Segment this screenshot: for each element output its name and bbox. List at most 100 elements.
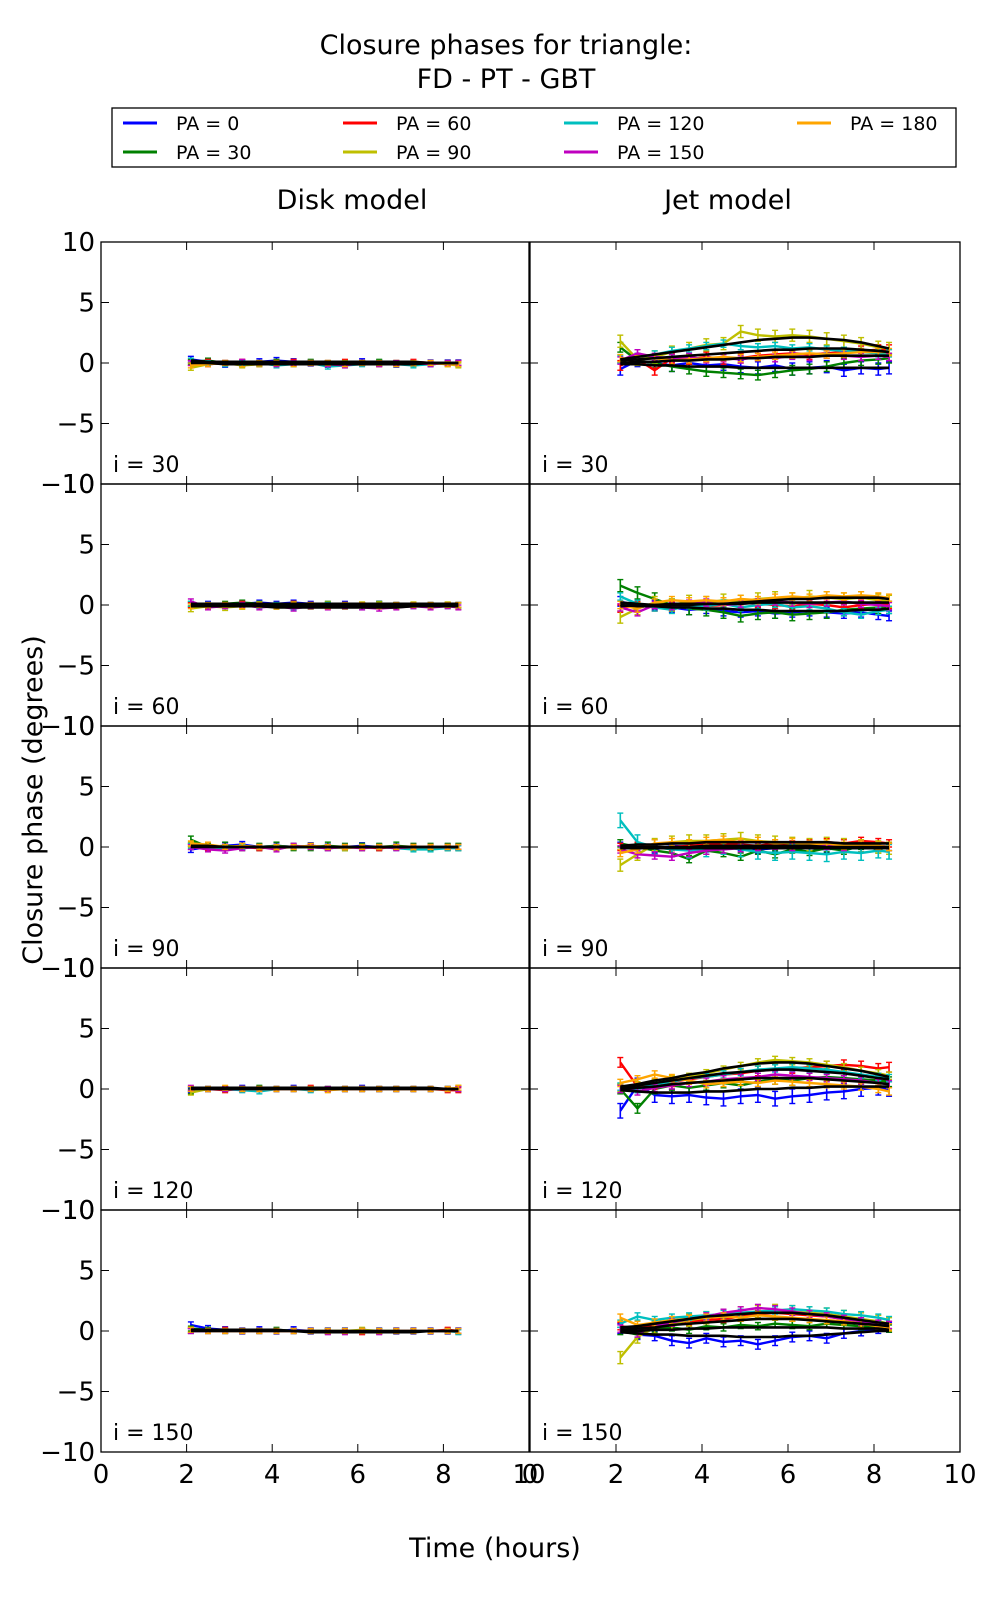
y-tick-label: 5 — [78, 1015, 95, 1045]
model-curve — [620, 1317, 890, 1332]
y-tick-label: −5 — [57, 1136, 95, 1166]
y-tick-label: −10 — [40, 470, 95, 500]
model-curve — [620, 840, 889, 848]
plot-area — [617, 812, 893, 872]
y-tick-label: 0 — [78, 591, 95, 621]
y-tick-label: 0 — [78, 833, 95, 863]
y-tick-label: −5 — [57, 652, 95, 682]
plot-area — [187, 835, 462, 854]
y-tick-label: 5 — [78, 1257, 95, 1287]
inclination-label: i = 120 — [542, 1179, 623, 1204]
y-tick-label: 5 — [78, 531, 95, 561]
y-tick-label: 0 — [78, 1317, 95, 1347]
model-curve — [620, 1329, 889, 1339]
y-tick-label: 10 — [62, 228, 95, 258]
panel-frame — [529, 1209, 961, 1453]
legend: PA = 0 PA = 30 PA = 60 PA = 90 PA = 120 PA = … — [111, 107, 957, 168]
legend-label: PA = 180 — [850, 113, 938, 135]
chart-title-line1: Closure phases for triangle: — [320, 30, 693, 61]
y-tick-label: −10 — [40, 712, 95, 742]
inclination-label: i = 90 — [113, 937, 180, 962]
x-tick-label: 4 — [264, 1460, 281, 1490]
model-curve — [190, 604, 459, 609]
y-tick-label: −10 — [40, 954, 95, 984]
legend-label: PA = 150 — [617, 142, 705, 164]
legend-label: PA = 90 — [396, 142, 471, 164]
panel-disk-i90: i = 90 −10 −5 0 5 10 — [40, 712, 530, 984]
model-curve — [620, 362, 889, 370]
model-curve — [620, 844, 889, 849]
x-tick-label: 8 — [435, 1460, 452, 1490]
y-tick-label: −10 — [40, 1438, 95, 1468]
panel-jet-i30: i = 30 — [529, 241, 961, 485]
x-tick-label: 0 — [522, 1460, 539, 1490]
model-curve — [190, 1086, 459, 1091]
legend-label: PA = 0 — [176, 113, 239, 135]
panel-frame — [529, 241, 961, 485]
x-tick-label: 2 — [178, 1460, 195, 1490]
model-curve — [620, 1085, 889, 1094]
model-curve — [620, 1311, 890, 1329]
y-axis-label: Closure phase (degrees) — [18, 635, 49, 965]
legend-label: PA = 120 — [617, 113, 705, 135]
inclination-label: i = 150 — [113, 1421, 194, 1446]
y-tick-label: −10 — [40, 1196, 95, 1226]
model-curve — [190, 844, 459, 849]
y-tick-label: −5 — [57, 1378, 95, 1408]
model-curve — [190, 1329, 459, 1334]
column-title-jet: Jet model — [662, 185, 792, 216]
y-tick-label: 0 — [78, 1075, 95, 1105]
model-curve — [620, 1061, 890, 1088]
y-tick-label: 10 — [62, 470, 95, 500]
y-tick-label: −5 — [57, 894, 95, 924]
chart-title-line2: FD - PT - GBT — [417, 64, 596, 95]
legend-box — [111, 107, 957, 168]
panel-jet-i90: i = 90 — [529, 725, 961, 969]
panel-disk-i30: i = 30 −10 −5 0 5 10 — [40, 228, 530, 500]
x-tick-label: 6 — [350, 1460, 367, 1490]
x-tick-label: 4 — [694, 1460, 711, 1490]
x-tick-label: 8 — [866, 1460, 883, 1490]
legend-label: PA = 30 — [176, 142, 251, 164]
series-pa-120 — [617, 812, 893, 863]
plot-area — [617, 1055, 893, 1119]
model-curve — [620, 603, 890, 613]
plot-area — [617, 324, 893, 381]
y-tick-label: 5 — [78, 289, 95, 319]
legend-label: PA = 60 — [396, 113, 471, 135]
inclination-label: i = 120 — [113, 1179, 194, 1204]
x-axis-label: Time (hours) — [408, 1533, 581, 1564]
model-curve — [620, 336, 890, 361]
model-curve — [620, 1326, 890, 1333]
y-tick-label: −5 — [57, 410, 95, 440]
model-curve — [620, 1076, 890, 1091]
panel-jet-i60: i = 60 — [529, 483, 961, 727]
y-tick-label: 10 — [62, 712, 95, 742]
x-tick-label: 10 — [943, 1460, 976, 1490]
model-curve — [190, 359, 459, 365]
y-tick-label: 10 — [62, 1196, 95, 1226]
inclination-label: i = 60 — [542, 695, 609, 720]
panel-jet-i120: i = 120 — [529, 967, 961, 1211]
inclination-label: i = 90 — [542, 937, 609, 962]
panel-frame — [529, 483, 961, 727]
plot-area — [617, 578, 893, 624]
panel-frame — [100, 1209, 530, 1453]
panel-disk-i120: i = 120 −10 −5 0 5 10 — [40, 954, 530, 1226]
inclination-label: i = 60 — [113, 695, 180, 720]
plot-area — [187, 1084, 462, 1096]
panel-disk-i60: i = 60 −10 −5 0 5 10 — [40, 470, 530, 742]
x-tick-label: 2 — [608, 1460, 625, 1490]
x-tick-label: 10 — [512, 1460, 545, 1490]
inclination-label: i = 150 — [542, 1421, 623, 1446]
model-curve — [620, 601, 889, 608]
inclination-label: i = 30 — [113, 453, 180, 478]
plot-area — [187, 598, 462, 613]
model-curve — [190, 361, 459, 366]
inclination-label: i = 30 — [542, 453, 609, 478]
y-tick-label: 0 — [78, 349, 95, 379]
